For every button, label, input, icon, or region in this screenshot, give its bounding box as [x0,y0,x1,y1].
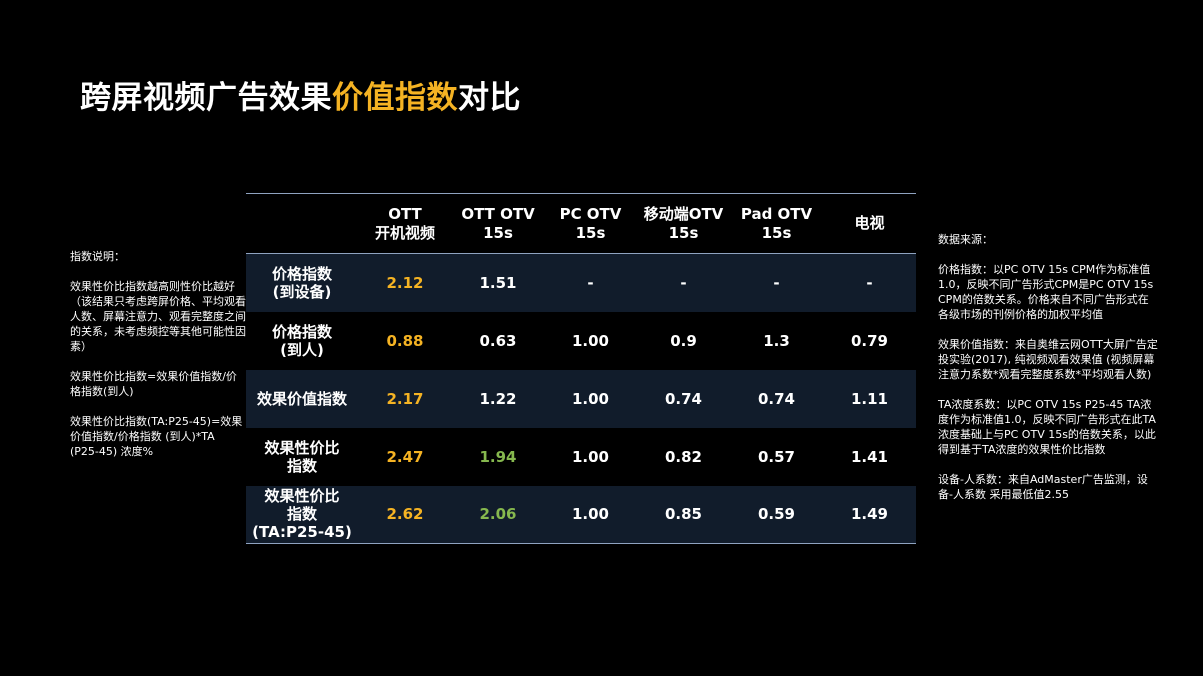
index-explanation-note: 指数说明： 效果性价比指数越高则性价比越好（该结果只考虑跨屏价格、平均观看人数、… [70,249,246,474]
row-label: 效果价值指数 [246,369,358,428]
table-cell: 0.9 [637,311,730,370]
header-cell-corner [246,193,358,254]
title-suffix: 对比 [458,80,521,116]
row-label: 效果性价比 指数 [246,427,358,486]
title-highlight: 价值指数 [332,80,458,116]
table-cell: - [544,253,637,312]
table-cell: 0.88 [358,311,452,370]
header-cell: 移动端OTV 15s [637,193,730,254]
table-cell: 0.74 [637,369,730,428]
table-cell: 1.00 [544,311,637,370]
table-cell: 0.82 [637,427,730,486]
table-cell: 1.49 [823,485,916,544]
header-cell: 电视 [823,193,916,254]
note-paragraph: 效果价值指数：来自奥维云网OTT大屏广告定投实验(2017), 纯视频观看效果值… [938,338,1158,381]
table-cell: 1.00 [544,369,637,428]
row-label: 价格指数 (到设备) [246,253,358,312]
header-cell: OTT OTV 15s [452,193,544,254]
note-paragraph: 设备-人系数：来自AdMaster广告监测，设备-人系数 采用最低值2.55 [938,473,1148,501]
table-cell: 0.74 [730,369,823,428]
table-cell: 0.79 [823,311,916,370]
table-cell: - [637,253,730,312]
table-cell: 2.12 [358,253,452,312]
header-cell: Pad OTV 15s [730,193,823,254]
table-cell: 1.51 [452,253,544,312]
title-main: 跨屏视频广告效果 [80,80,332,116]
table-cell: 2.47 [358,427,452,486]
header-cell: PC OTV 15s [544,193,637,254]
table-cell: 1.94 [452,427,544,486]
comparison-table: OTT 开机视频 OTT OTV 15s PC OTV 15s 移动端OTV 1… [246,193,916,544]
table-cell: 1.41 [823,427,916,486]
table-header-row: OTT 开机视频 OTT OTV 15s PC OTV 15s 移动端OTV 1… [246,193,916,254]
table-cell: 0.57 [730,427,823,486]
note-heading: 指数说明： [70,250,125,263]
note-paragraph: 效果性价比指数=效果价值指数/价格指数(到人) [70,370,237,398]
note-paragraph: 效果性价比指数越高则性价比越好（该结果只考虑跨屏价格、平均观看人数、屏幕注意力、… [70,280,246,353]
row-label: 效果性价比 指数 (TA:P25-45) [246,485,358,544]
table-cell: - [823,253,916,312]
table-cell: 1.3 [730,311,823,370]
row-label: 价格指数 (到人) [246,311,358,370]
header-cell: OTT 开机视频 [358,193,452,254]
table-cell: 0.63 [452,311,544,370]
table-cell: 1.22 [452,369,544,428]
table-cell: 1.00 [544,485,637,544]
note-heading: 数据来源： [938,233,993,246]
table-row: 效果价值指数 2.17 1.22 1.00 0.74 0.74 1.11 [246,369,916,428]
table-cell: 0.59 [730,485,823,544]
note-paragraph: 价格指数：以PC OTV 15s CPM作为标准值1.0，反映不同广告形式CPM… [938,263,1154,321]
table-cell: 1.00 [544,427,637,486]
table-row: 效果性价比 指数 (TA:P25-45) 2.62 2.06 1.00 0.85… [246,485,916,544]
data-source-note: 数据来源： 价格指数：以PC OTV 15s CPM作为标准值1.0，反映不同广… [938,232,1158,517]
note-paragraph: TA浓度系数：以PC OTV 15s P25-45 TA浓度作为标准值1.0，反… [938,398,1156,456]
table-cell: - [730,253,823,312]
table-cell: 2.06 [452,485,544,544]
page-title: 跨屏视频广告效果价值指数对比 [80,72,521,117]
table-row: 效果性价比 指数 2.47 1.94 1.00 0.82 0.57 1.41 [246,427,916,486]
table-row: 价格指数 (到人) 0.88 0.63 1.00 0.9 1.3 0.79 [246,311,916,370]
table-cell: 2.62 [358,485,452,544]
note-paragraph: 效果性价比指数(TA:P25-45)=效果价值指数/价格指数 (到人)*TA (… [70,415,243,458]
table-cell: 2.17 [358,369,452,428]
table-row: 价格指数 (到设备) 2.12 1.51 - - - - [246,253,916,312]
table-cell: 1.11 [823,369,916,428]
table-cell: 0.85 [637,485,730,544]
